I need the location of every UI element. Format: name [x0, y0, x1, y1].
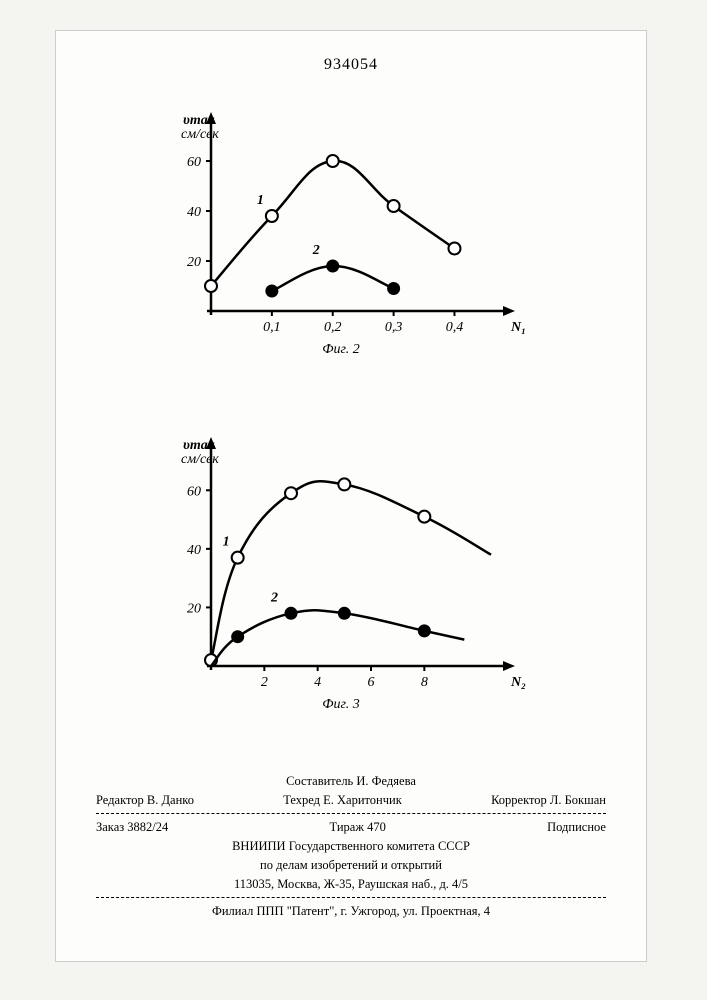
svg-text:N₁: N₁ — [510, 320, 526, 335]
chart-fig3-svg: 20 40 60 2 4 6 8 υmaxсм/сек N₂ Фиг. 3 1 2 — [161, 431, 551, 721]
svg-text:40: 40 — [187, 205, 201, 220]
svg-text:20: 20 — [187, 601, 201, 616]
svg-text:N₂: N₂ — [510, 675, 526, 690]
divider-2 — [96, 897, 606, 898]
editor-credit: Редактор В. Данко — [96, 791, 194, 810]
svg-text:υmax: υmax — [183, 438, 215, 453]
document-number: 934054 — [324, 56, 378, 74]
svg-text:Фиг. 3: Фиг. 3 — [322, 697, 360, 712]
chart-fig2-svg: 20 40 60 0,1 0,2 0,3 0,4 υmaxсм/сек N₁ Фиг. 2 1 2 — [161, 106, 551, 366]
svg-text:8: 8 — [421, 675, 428, 690]
techred-credit: Техред Е. Харитончик — [283, 791, 402, 810]
chart-fig3: 20 40 60 2 4 6 8 υmaxсм/сек N₂ Фиг. 3 1 2 — [161, 431, 551, 721]
svg-text:0,2: 0,2 — [324, 320, 342, 335]
svg-text:6: 6 — [368, 675, 375, 690]
svg-text:40: 40 — [187, 543, 201, 558]
address-1: 113035, Москва, Ж-35, Раушская наб., д. … — [96, 875, 606, 894]
svg-text:4: 4 — [314, 675, 321, 690]
svg-text:1: 1 — [223, 535, 230, 550]
svg-text:2: 2 — [270, 590, 278, 605]
compiler-line: Составитель И. Федяева — [96, 772, 606, 791]
org-line-2: по делам изобретений и открытий — [96, 856, 606, 875]
org-line-1: ВНИИПИ Государственного комитета СССР — [96, 837, 606, 856]
svg-text:20: 20 — [187, 255, 201, 270]
svg-text:см/сек: см/сек — [181, 127, 219, 142]
svg-text:60: 60 — [187, 155, 201, 170]
order-number: Заказ 3882/24 — [96, 818, 168, 837]
svg-text:Фиг. 2: Фиг. 2 — [322, 342, 360, 357]
svg-text:60: 60 — [187, 484, 201, 499]
svg-text:см/сек: см/сек — [181, 452, 219, 467]
chart-fig2: 20 40 60 0,1 0,2 0,3 0,4 υmaxсм/сек N₁ Фиг. 2 1 2 — [161, 106, 551, 366]
order-row: Заказ 3882/24 Тираж 470 Подписное — [96, 818, 606, 837]
branch-line: Филиал ППП "Патент", г. Ужгород, ул. Про… — [96, 902, 606, 921]
svg-text:1: 1 — [257, 193, 264, 208]
footer-block: Составитель И. Федяева Редактор В. Данко… — [96, 772, 606, 921]
divider-1 — [96, 813, 606, 814]
svg-text:0,4: 0,4 — [446, 320, 464, 335]
page-frame: 934054 2040600,10,20,30,4υmaxсм/секN₁Фиг… — [55, 30, 647, 962]
corrector-credit: Корректор Л. Бокшан — [491, 791, 606, 810]
credits-row: Редактор В. Данко Техред Е. Харитончик К… — [96, 791, 606, 810]
svg-text:2: 2 — [261, 675, 268, 690]
svg-text:0,1: 0,1 — [263, 320, 281, 335]
svg-text:2: 2 — [312, 243, 320, 258]
svg-text:0,3: 0,3 — [385, 320, 403, 335]
subscription: Подписное — [547, 818, 606, 837]
svg-text:υmax: υmax — [183, 113, 215, 128]
circulation: Тираж 470 — [330, 818, 386, 837]
